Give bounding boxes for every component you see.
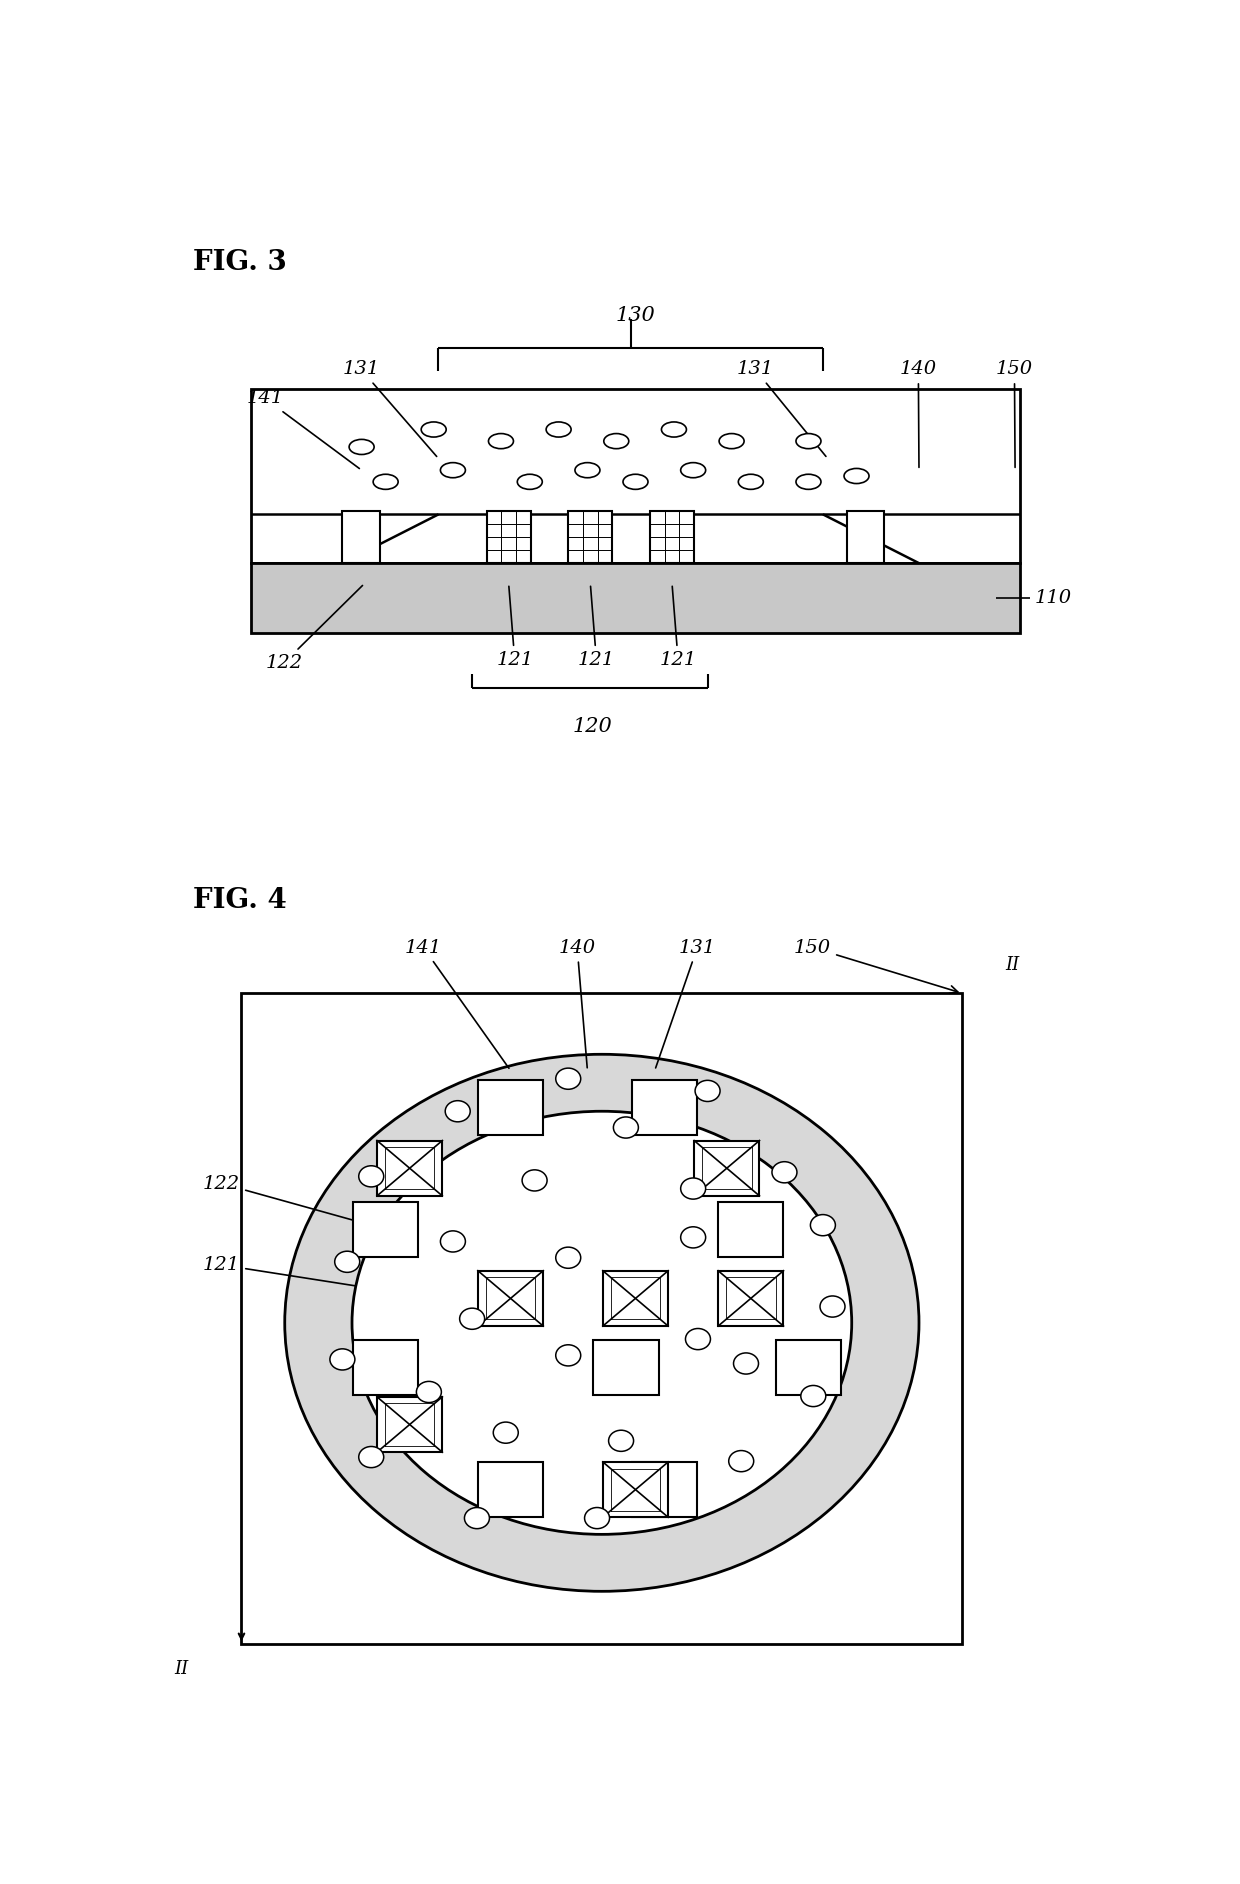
Circle shape [796,475,821,490]
Circle shape [686,1328,711,1349]
Circle shape [465,1507,490,1528]
Bar [568,511,613,563]
Circle shape [681,463,706,479]
Text: 150: 150 [794,938,957,993]
Text: 121: 121 [578,586,615,669]
Circle shape [575,463,600,479]
Bar [694,1140,759,1196]
Circle shape [517,475,542,490]
Circle shape [489,433,513,448]
Bar [776,1340,841,1396]
Circle shape [335,1251,360,1272]
Circle shape [373,475,398,490]
Circle shape [661,422,687,437]
Bar [477,1270,543,1326]
Bar [486,511,531,563]
Bar [377,1396,443,1453]
Bar [250,563,1021,633]
Circle shape [773,1162,797,1183]
Circle shape [440,1230,465,1253]
Text: 131: 131 [656,938,715,1068]
Bar [250,388,1021,563]
Bar [353,1202,418,1257]
Circle shape [546,422,572,437]
Bar [847,511,884,563]
Circle shape [734,1353,759,1373]
Circle shape [352,1112,852,1534]
Bar [593,1340,658,1396]
Text: 140: 140 [558,938,595,1068]
Circle shape [801,1385,826,1407]
Circle shape [584,1507,610,1528]
Bar [603,1462,668,1517]
Circle shape [681,1226,706,1247]
Circle shape [417,1381,441,1402]
Circle shape [285,1055,919,1592]
Circle shape [440,463,465,479]
Circle shape [556,1068,580,1089]
Circle shape [556,1247,580,1268]
Circle shape [460,1307,485,1330]
Bar [477,1080,543,1134]
Text: 121: 121 [496,586,533,669]
Bar [242,993,962,1645]
Circle shape [522,1170,547,1191]
Circle shape [604,433,629,448]
Circle shape [738,475,764,490]
Bar [718,1270,784,1326]
Bar [631,1462,697,1517]
Circle shape [820,1296,844,1317]
Text: 140: 140 [900,360,937,467]
Text: 150: 150 [996,360,1033,467]
Circle shape [622,475,649,490]
Circle shape [350,439,374,454]
Circle shape [556,1345,580,1366]
Bar [477,1462,543,1517]
Circle shape [811,1215,836,1236]
Circle shape [494,1422,518,1443]
Bar [377,1140,443,1196]
Circle shape [844,469,869,484]
Bar [631,1080,697,1134]
Circle shape [330,1349,355,1370]
Bar [353,1340,418,1396]
Text: 141: 141 [404,938,508,1068]
Circle shape [696,1080,720,1102]
Text: II: II [1006,955,1019,974]
Text: 122: 122 [265,586,362,673]
Text: 121: 121 [203,1257,407,1294]
Circle shape [422,422,446,437]
Text: 131: 131 [342,360,436,456]
Text: 121: 121 [660,586,697,669]
Text: 141: 141 [247,390,360,469]
Circle shape [681,1178,706,1198]
Text: FIG. 4: FIG. 4 [193,887,288,914]
Circle shape [358,1166,383,1187]
Text: 120: 120 [573,718,613,737]
Circle shape [445,1100,470,1121]
Text: FIG. 3: FIG. 3 [193,249,288,277]
Circle shape [609,1430,634,1451]
Bar [603,1270,668,1326]
Text: 122: 122 [203,1174,383,1228]
Text: 131: 131 [737,360,826,456]
Circle shape [358,1447,383,1468]
Circle shape [614,1117,639,1138]
Text: 130: 130 [615,305,656,324]
Bar [342,511,379,563]
Text: II: II [174,1660,188,1677]
Circle shape [796,433,821,448]
Text: 110: 110 [1034,590,1071,607]
Bar [718,1202,784,1257]
Circle shape [729,1451,754,1471]
Circle shape [719,433,744,448]
Bar [650,511,694,563]
